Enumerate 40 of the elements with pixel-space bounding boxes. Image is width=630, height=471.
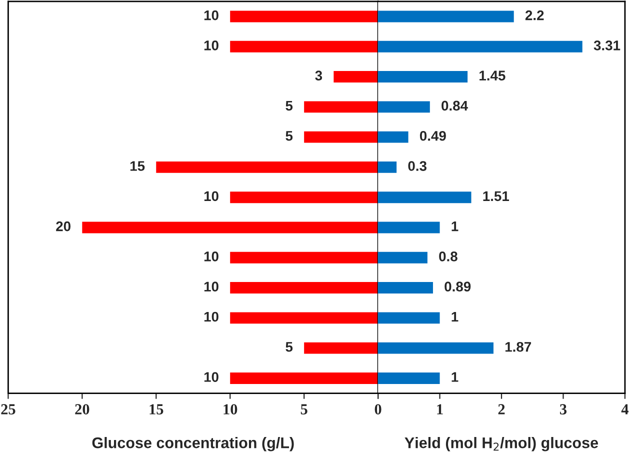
- data-label: 0.89: [444, 282, 471, 292]
- data-label: 20: [56, 221, 70, 232]
- data-label: 1: [452, 312, 458, 322]
- x-axis-title: Yield (mol H$_{2}$/mol) glucose: [404, 437, 598, 452]
- x-tick-label: 10: [224, 404, 238, 414]
- data-label: 5: [286, 100, 293, 111]
- data-label: 5: [286, 131, 293, 141]
- data-label: 1.45: [480, 70, 506, 80]
- bar: [378, 222, 440, 234]
- data-label: 10: [204, 191, 218, 202]
- data-label: 5: [286, 342, 293, 352]
- data-label: 10: [204, 252, 218, 262]
- x-tick-label: 3: [560, 404, 567, 414]
- data-label: 1: [452, 372, 458, 382]
- x-axis-title: Glucose concentration (g/L): [92, 437, 294, 452]
- data-label: 10: [204, 40, 218, 50]
- data-label: 15: [130, 161, 145, 171]
- data-label: 0.8: [439, 252, 458, 262]
- x-tick-label: 5: [300, 404, 308, 414]
- data-label: 10: [204, 10, 218, 20]
- x-tick-label: 0: [374, 404, 382, 414]
- data-label: 1: [452, 222, 458, 232]
- data-label: 3.31: [594, 40, 620, 50]
- x-tick-label: 1: [437, 404, 443, 414]
- data-label: 10: [204, 372, 218, 382]
- data-label: 0.3: [408, 161, 426, 171]
- data-label: 0.84: [442, 100, 468, 111]
- data-label: 0.49: [420, 130, 446, 141]
- x-tick-label: 25: [1, 404, 16, 414]
- data-label: 1.87: [505, 342, 532, 352]
- x-tick-label: 20: [75, 404, 90, 414]
- data-label: 10: [204, 282, 218, 292]
- x-tick-label: 4: [621, 404, 628, 414]
- x-tick-label: 15: [150, 404, 164, 414]
- data-label: 2.2: [525, 10, 544, 20]
- data-label: 3: [315, 70, 322, 81]
- x-tick-label: 2: [498, 404, 505, 414]
- data-label: 1.51: [483, 191, 510, 202]
- bar: [378, 161, 397, 173]
- data-label: 10: [204, 312, 218, 322]
